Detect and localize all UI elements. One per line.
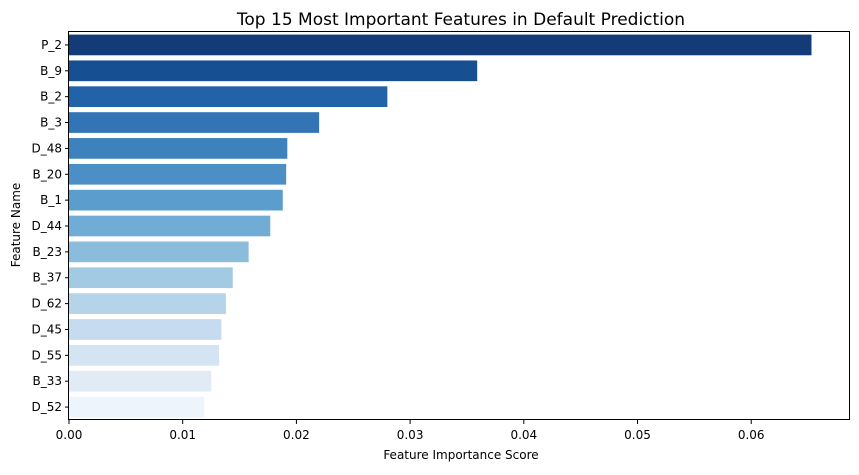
y-tick-label: P_2	[41, 38, 62, 52]
y-tick-label: D_55	[31, 348, 62, 362]
bar-d-62	[69, 293, 226, 314]
y-tick-label: D_52	[31, 400, 62, 414]
y-tick-label: B_23	[32, 245, 62, 259]
x-tick-label: 0.05	[624, 428, 651, 442]
y-axis-label: Feature Name	[9, 183, 23, 268]
bar-b-9	[69, 60, 478, 82]
y-tick-label: D_44	[31, 219, 62, 233]
y-tick-label: B_33	[32, 374, 62, 388]
y-axis-ticks: P_2 B_9 B_2 B_3 D_48 B_20 B_1 D_44 B_23 B_37 D_62 D…	[31, 38, 69, 414]
chart-title: Top 15 Most Important Features in Defaul…	[236, 10, 685, 30]
y-tick-label: B_2	[40, 90, 62, 104]
bar-b-20	[69, 163, 287, 185]
x-axis-label: Feature Importance Score	[383, 448, 538, 462]
plot-frame	[68, 31, 850, 420]
bar-b-1	[69, 189, 283, 211]
x-tick-label: 0.01	[169, 428, 196, 442]
y-tick-label: B_1	[40, 193, 62, 207]
bar-d-45	[69, 319, 222, 340]
y-tick-label: B_3	[40, 116, 62, 130]
bars-group	[69, 34, 812, 418]
x-axis-ticks: 0.00 0.01 0.02 0.03 0.04 0.05 0.06	[56, 420, 765, 442]
y-tick-label: D_62	[31, 297, 62, 311]
bar-b-2	[69, 86, 388, 108]
bar-b-37	[69, 267, 233, 289]
bar-d-48	[69, 138, 288, 159]
y-tick-label: B_20	[32, 167, 62, 181]
bar-b-23	[69, 241, 249, 263]
y-tick-label: B_37	[32, 271, 62, 285]
x-tick-label: 0.04	[510, 428, 537, 442]
x-tick-label: 0.00	[56, 428, 83, 442]
bar-d-44	[69, 215, 271, 237]
bar-b-3	[69, 112, 320, 133]
bar-d-52	[69, 396, 205, 418]
x-tick-label: 0.06	[738, 428, 765, 442]
x-tick-label: 0.03	[397, 428, 424, 442]
bar-b-33	[69, 370, 212, 392]
bar-p-2	[69, 34, 812, 56]
y-tick-label: B_9	[40, 64, 62, 78]
x-tick-label: 0.02	[283, 428, 310, 442]
y-tick-label: D_45	[31, 322, 62, 336]
y-tick-label: D_48	[31, 141, 62, 155]
bar-d-55	[69, 344, 220, 366]
